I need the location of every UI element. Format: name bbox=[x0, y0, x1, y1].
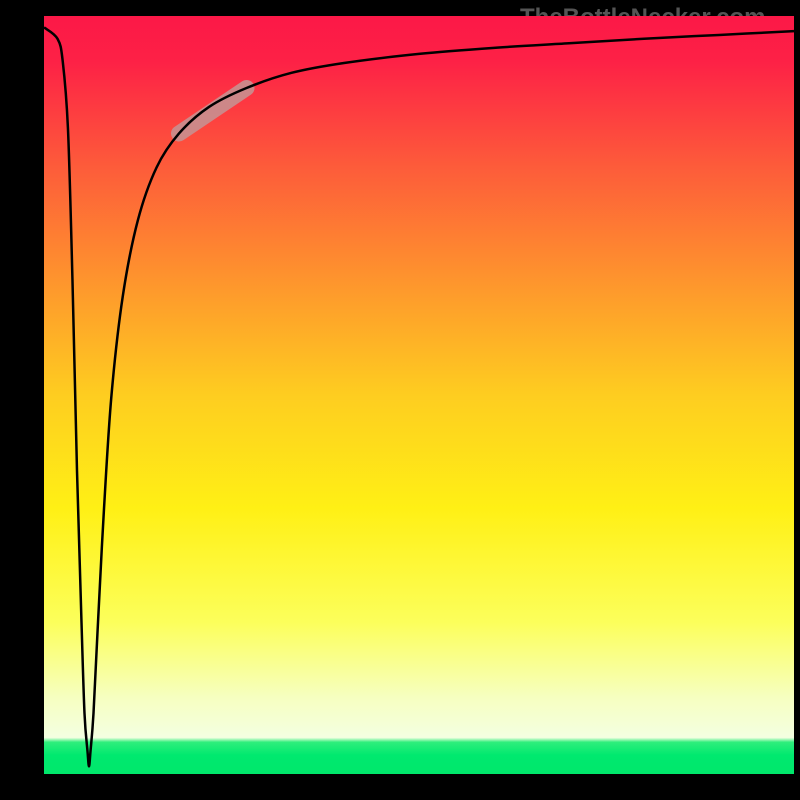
chart-container: TheBottleNecker.com bbox=[0, 0, 800, 800]
plot-area bbox=[44, 16, 794, 774]
bottleneck-curve bbox=[44, 16, 794, 774]
